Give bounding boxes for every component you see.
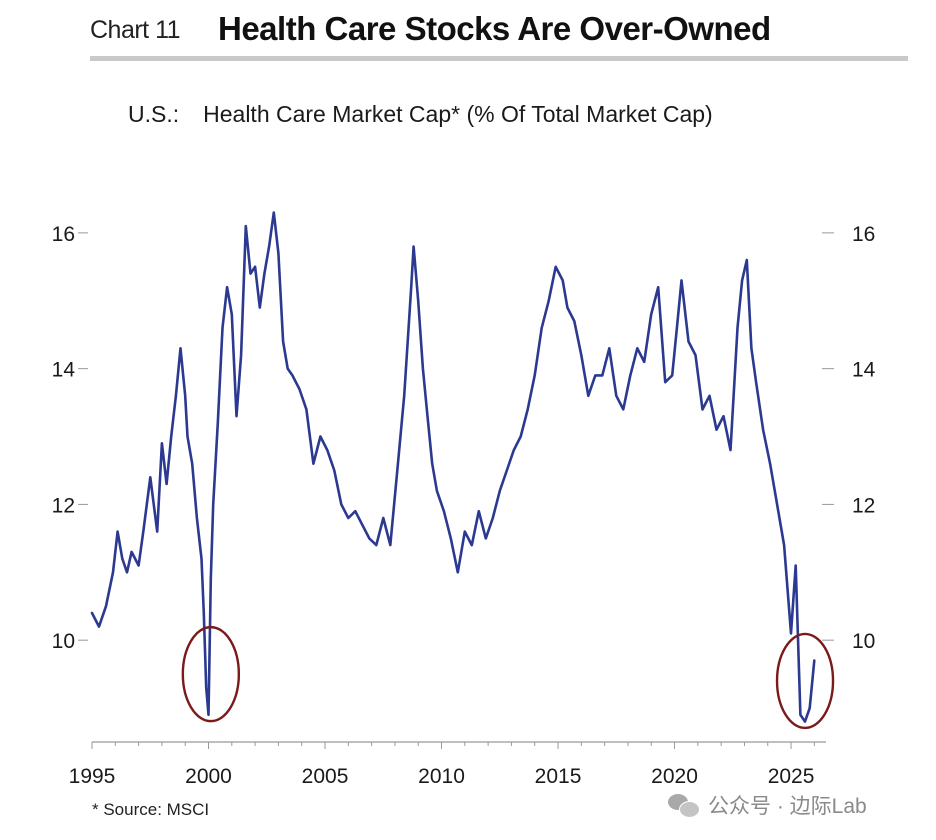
y-tick-label-left: 16 xyxy=(52,223,75,246)
y-tick-label-right: 10 xyxy=(852,630,875,653)
chart-title: Health Care Stocks Are Over-Owned xyxy=(218,10,771,47)
source-footnote: * Source: MSCI xyxy=(92,800,210,819)
x-tick-label: 2025 xyxy=(768,765,815,788)
chart-header: Chart 11 Health Care Stocks Are Over-Own… xyxy=(90,6,908,60)
y-tick-label-right: 16 xyxy=(852,223,875,246)
series-line xyxy=(90,211,816,723)
subtitle-region: U.S.: xyxy=(128,101,180,127)
chart-axes: 1995 2000 2005 2010 2015 2020 2025 10 10 12 12 14 14… xyxy=(52,223,876,788)
x-tick-label: 2005 xyxy=(302,765,349,788)
y-tick-label-right: 12 xyxy=(852,494,875,517)
chart-number-label: Chart 11 xyxy=(90,16,181,44)
x-tick-label: 2020 xyxy=(651,765,698,788)
x-tick-label: 1995 xyxy=(69,765,116,788)
x-tick-label: 2010 xyxy=(418,765,465,788)
chart-highlights xyxy=(181,625,835,730)
highlight-ellipse xyxy=(181,625,241,723)
highlight-ellipse xyxy=(775,632,835,730)
chart-series xyxy=(90,211,816,723)
subtitle-text: Health Care Market Cap* (% Of Total Mark… xyxy=(203,101,713,127)
y-tick-label-left: 10 xyxy=(52,630,75,653)
watermark-text: 公众号 · 边际Lab xyxy=(708,795,867,818)
x-tick-label: 2000 xyxy=(185,765,232,788)
y-tick-label-left: 14 xyxy=(52,359,76,382)
y-tick-label-right: 14 xyxy=(852,359,876,382)
x-tick-label: 2015 xyxy=(535,765,582,788)
wechat-icon xyxy=(668,792,700,818)
y-tick-label-left: 12 xyxy=(52,494,75,517)
chart-subtitle: U.S.: Health Care Market Cap* (% Of Total… xyxy=(128,101,713,128)
watermark: 公众号 · 边际Lab xyxy=(668,790,867,820)
header-rule xyxy=(90,56,908,61)
